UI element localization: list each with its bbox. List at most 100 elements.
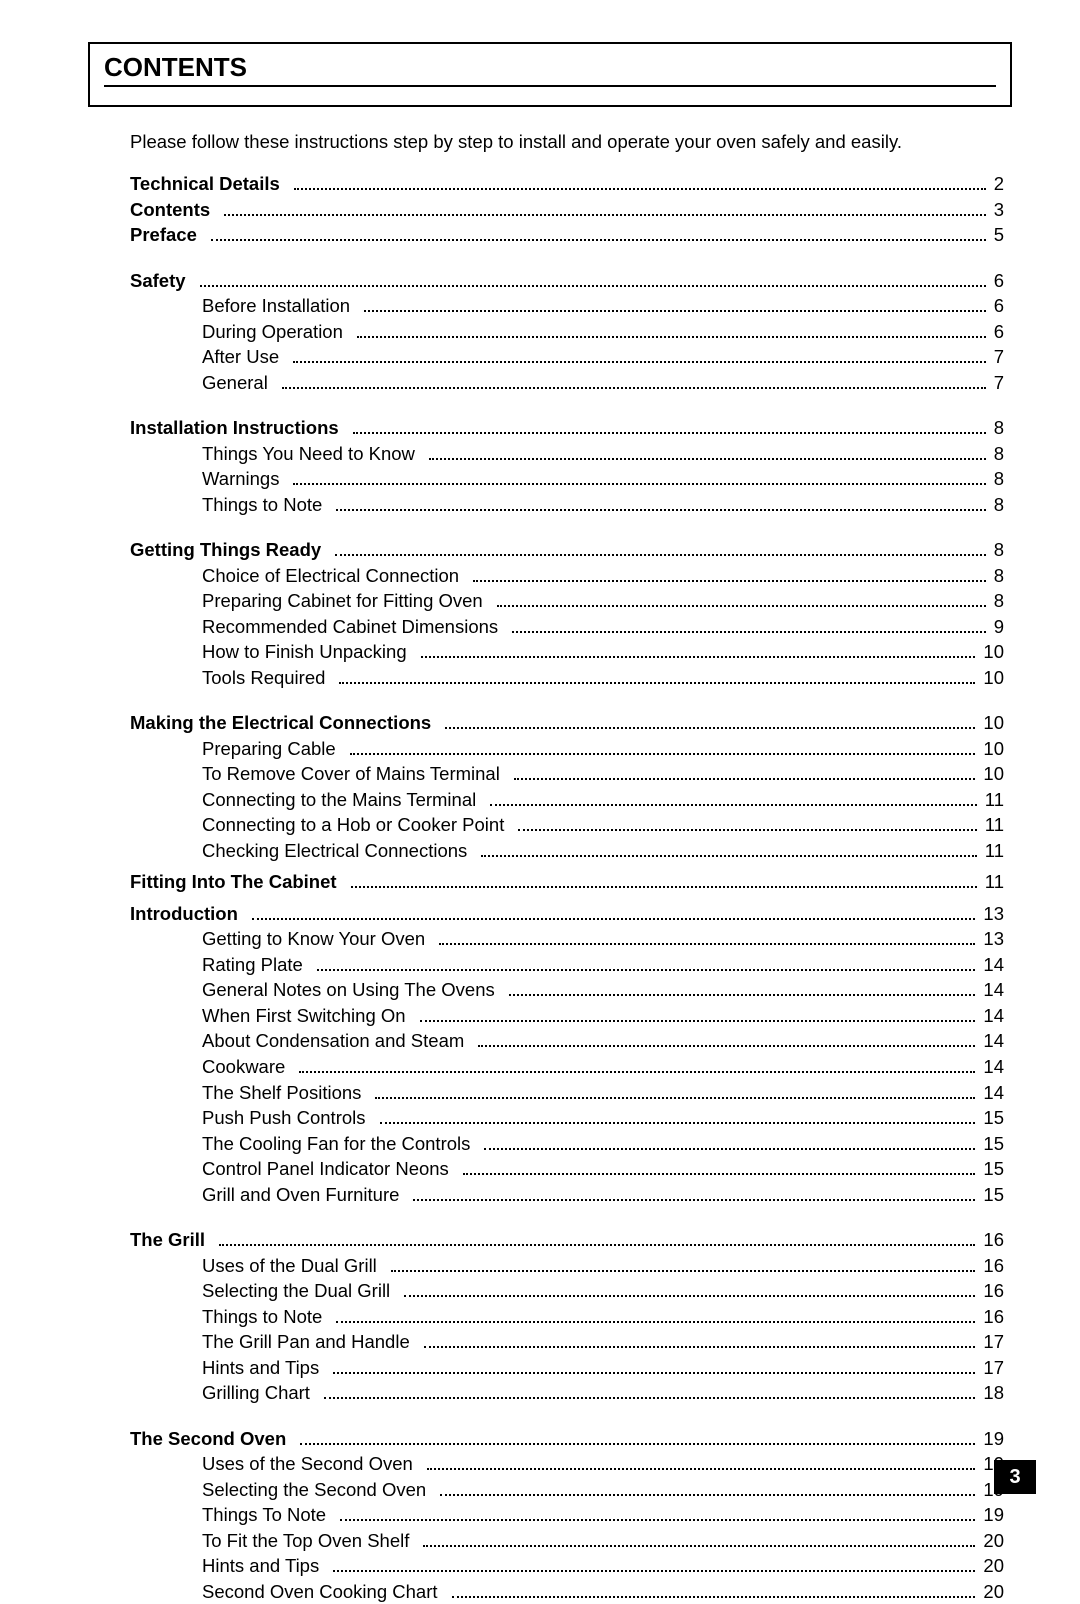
leader-dots <box>294 179 986 190</box>
toc-label: Things to Note <box>202 492 322 518</box>
toc-item: Warnings8 <box>202 466 1004 492</box>
leader-dots <box>473 571 986 582</box>
toc-section: Safety6 <box>130 268 1004 294</box>
toc-item: To Remove Cover of Mains Terminal10 <box>202 761 1004 787</box>
leader-dots <box>299 1062 975 1073</box>
leader-dots <box>339 673 975 684</box>
toc-label: Connecting to the Mains Terminal <box>202 787 476 813</box>
toc-label: Preparing Cable <box>202 736 336 762</box>
leader-dots <box>440 1485 975 1496</box>
toc-label: Things You Need to Know <box>202 441 415 467</box>
page-number-badge: 3 <box>994 1460 1036 1494</box>
toc-item: Preparing Cabinet for Fitting Oven8 <box>202 588 1004 614</box>
toc-page: 5 <box>992 222 1004 248</box>
leader-dots <box>333 1561 975 1572</box>
toc-item: Selecting the Second Oven19 <box>202 1477 1004 1503</box>
toc-label: Uses of the Dual Grill <box>202 1253 377 1279</box>
toc-item: How to Finish Unpacking 10 <box>202 639 1004 665</box>
toc-label: Introduction <box>130 901 238 927</box>
leader-dots <box>335 545 986 556</box>
toc-item: During Operation 6 <box>202 319 1004 345</box>
toc-item: Rating Plate 14 <box>202 952 1004 978</box>
toc-label: Rating Plate <box>202 952 303 978</box>
leader-dots <box>413 1189 975 1200</box>
toc-label: Getting to Know Your Oven <box>202 926 425 952</box>
leader-dots <box>300 1434 975 1445</box>
toc-page: 8 <box>992 415 1004 441</box>
intro-text: Please follow these instructions step by… <box>130 131 1012 153</box>
leader-dots <box>439 934 975 945</box>
leader-dots <box>490 795 977 806</box>
section-gap <box>130 1406 1004 1426</box>
toc-label: During Operation <box>202 319 343 345</box>
toc-item: Selecting the Dual Grill16 <box>202 1278 1004 1304</box>
leader-dots <box>351 877 977 888</box>
toc-page: 7 <box>992 370 1004 396</box>
toc-page: 10 <box>981 639 1004 665</box>
toc-label: Preface <box>130 222 197 248</box>
toc-item: Connecting to the Mains Terminal11 <box>202 787 1004 813</box>
toc-label: Checking Electrical Connections <box>202 838 467 864</box>
toc-label: Hints and Tips <box>202 1355 319 1381</box>
toc-label: Grilling Chart <box>202 1380 310 1406</box>
toc-label: Uses of the Second Oven <box>202 1451 413 1477</box>
toc-item: The Grill Pan and Handle17 <box>202 1329 1004 1355</box>
leader-dots <box>357 326 986 337</box>
toc-label: Control Panel Indicator Neons <box>202 1156 449 1182</box>
toc-section: The Grill16 <box>130 1227 1004 1253</box>
toc-label: The Grill Pan and Handle <box>202 1329 410 1355</box>
toc-label: Grill and Oven Furniture <box>202 1182 399 1208</box>
toc-item: Uses of the Dual Grill 16 <box>202 1253 1004 1279</box>
section-gap <box>130 248 1004 268</box>
toc-label: Contents <box>130 197 210 223</box>
toc-page: 11 <box>983 869 1004 895</box>
toc-page: 14 <box>981 952 1004 978</box>
toc-label: The Grill <box>130 1227 205 1253</box>
toc-item: Things to Note8 <box>202 492 1004 518</box>
toc-section: Fitting Into The Cabinet11 <box>130 869 1004 895</box>
toc-page: 16 <box>981 1253 1004 1279</box>
toc-label: Second Oven Cooking Chart <box>202 1579 438 1604</box>
leader-dots <box>514 769 976 780</box>
toc-section: Preface 5 <box>130 222 1004 248</box>
toc-label: The Cooling Fan for the Controls <box>202 1131 470 1157</box>
toc-section: Installation Instructions8 <box>130 415 1004 441</box>
toc-page: 6 <box>992 319 1004 345</box>
leader-dots <box>336 1312 975 1323</box>
leader-dots <box>364 301 986 312</box>
toc-page: 13 <box>981 926 1004 952</box>
toc-section: Technical Details2 <box>130 171 1004 197</box>
toc-item: Hints and Tips20 <box>202 1553 1004 1579</box>
leader-dots <box>404 1286 975 1297</box>
toc-page: 7 <box>992 344 1004 370</box>
toc-label: The Shelf Positions <box>202 1080 361 1106</box>
toc-item: Push Push Controls15 <box>202 1105 1004 1131</box>
toc-page: 8 <box>992 537 1004 563</box>
toc-section: Getting Things Ready8 <box>130 537 1004 563</box>
toc-label: About Condensation and Steam <box>202 1028 464 1054</box>
toc-label: Choice of Electrical Connection <box>202 563 459 589</box>
toc-page: 20 <box>981 1528 1004 1554</box>
leader-dots <box>293 352 986 363</box>
toc-label: Preparing Cabinet for Fitting Oven <box>202 588 483 614</box>
toc-page: 20 <box>981 1553 1004 1579</box>
toc-page: 8 <box>992 466 1004 492</box>
toc-page: 14 <box>981 1080 1004 1106</box>
toc-item: The Cooling Fan for the Controls15 <box>202 1131 1004 1157</box>
toc-item: Checking Electrical Connections11 <box>202 838 1004 864</box>
leader-dots <box>512 622 986 633</box>
toc-page: 19 <box>981 1502 1004 1528</box>
leader-dots <box>424 1337 976 1348</box>
toc-page: 19 <box>981 1426 1004 1452</box>
document-page: CONTENTS Please follow these instruction… <box>0 0 1080 1528</box>
leader-dots <box>353 423 986 434</box>
toc-page: 15 <box>981 1182 1004 1208</box>
toc-label: The Second Oven <box>130 1426 286 1452</box>
leader-dots <box>380 1113 976 1124</box>
toc-label: How to Finish Unpacking <box>202 639 407 665</box>
toc-page: 9 <box>992 614 1004 640</box>
toc-page: 10 <box>981 736 1004 762</box>
leader-dots <box>324 1388 975 1399</box>
toc-page: 17 <box>981 1355 1004 1381</box>
leader-dots <box>452 1587 976 1598</box>
